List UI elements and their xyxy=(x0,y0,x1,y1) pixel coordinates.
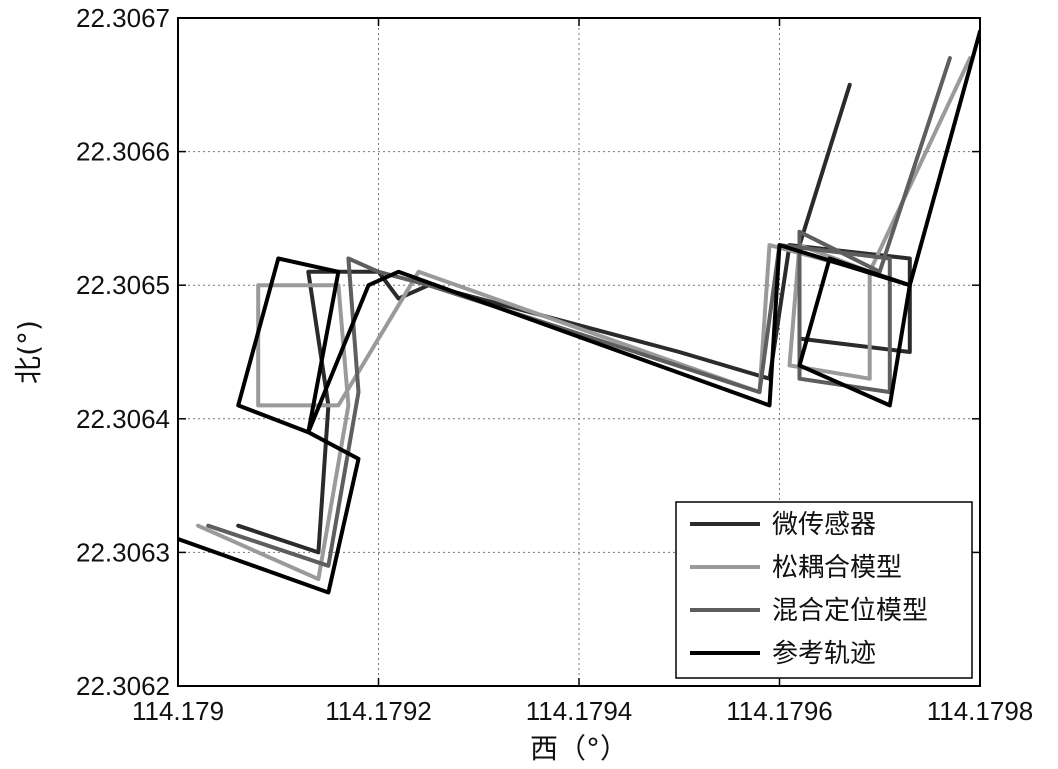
legend-label: 微传感器 xyxy=(772,510,876,540)
y-tick-label: 22.3064 xyxy=(76,404,170,434)
x-tick-label: 114.179 xyxy=(132,696,224,726)
y-tick-label: 22.3065 xyxy=(76,270,170,300)
y-tick-label: 22.3062 xyxy=(76,671,170,701)
grid-lines xyxy=(178,18,980,686)
y-tick-label: 22.3067 xyxy=(76,3,170,33)
series-line-3 xyxy=(206,56,952,568)
x-tick-label: 114.1792 xyxy=(325,696,432,726)
series-layer xyxy=(178,29,980,595)
x-tick-label: 114.1798 xyxy=(927,696,1034,726)
legend-label: 混合定位模型 xyxy=(772,596,928,626)
legend-box xyxy=(675,501,973,679)
x-axis-label: 西（°） xyxy=(530,732,628,765)
axis-ticks: 114.179 114.1792 114.1794 114.1796 114.1798 2… xyxy=(76,3,1033,726)
y-tick-label: 22.3066 xyxy=(76,137,170,167)
series-line-4 xyxy=(178,29,980,595)
x-tick-label: 114.1796 xyxy=(726,696,833,726)
y-axis-label: 北(°) xyxy=(12,320,45,384)
y-tick-label: 22.3063 xyxy=(76,537,170,567)
x-tick-label: 114.1794 xyxy=(526,696,633,726)
legend-label: 参考轨迹 xyxy=(772,639,876,669)
legend-label: 松耦合模型 xyxy=(772,553,902,583)
